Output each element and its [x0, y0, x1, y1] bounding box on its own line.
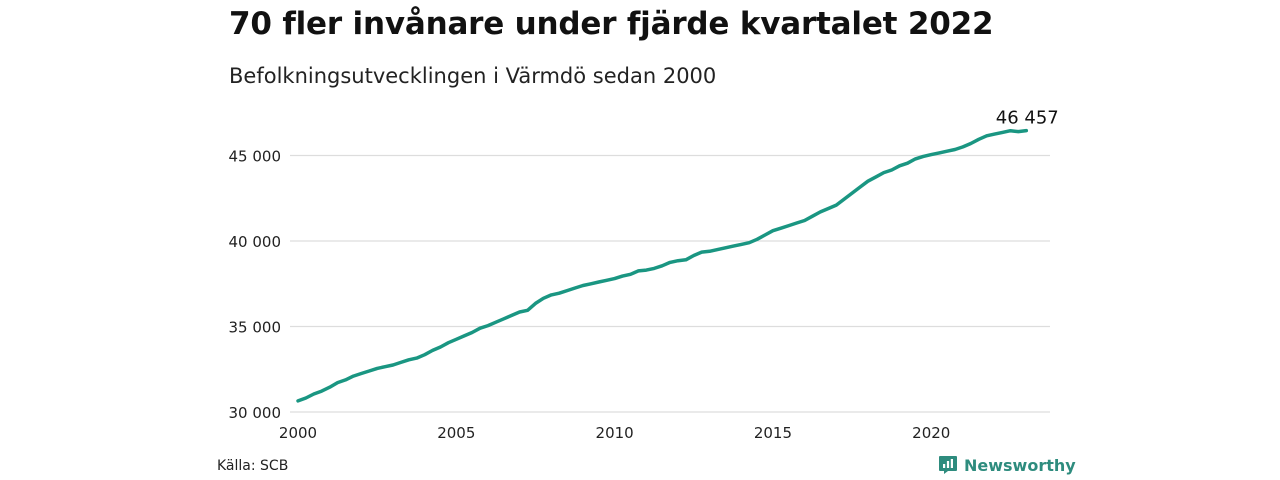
y-tick-label: 35 000: [229, 319, 282, 337]
chart-title: 70 fler invånare under fjärde kvartalet …: [229, 6, 994, 42]
grid-lines: [290, 154, 1050, 413]
y-tick-label: 30 000: [229, 404, 282, 422]
y-axis-ticks: 30 000 35 000 40 000 45 000: [229, 148, 282, 423]
x-axis-ticks: 2000 2005 2010 2015 2020: [279, 424, 950, 442]
x-tick-label: 2005: [437, 424, 475, 442]
source-note: Källa: SCB: [217, 458, 289, 474]
end-value-label: 46 457: [996, 108, 1059, 129]
y-tick-label: 40 000: [229, 233, 282, 251]
y-tick-label: 45 000: [229, 148, 282, 166]
brand-logo[interactable]: Newsworthy: [938, 455, 1076, 475]
series-layer: [296, 128, 1029, 403]
x-tick-label: 2000: [279, 424, 317, 442]
x-tick-label: 2020: [912, 424, 950, 442]
chart-subtitle: Befolkningsutvecklingen i Värmdö sedan 2…: [229, 64, 717, 88]
data-label-layer: 46 457: [996, 108, 1059, 129]
x-tick-label: 2015: [754, 424, 792, 442]
newsworthy-logo-icon: [939, 456, 957, 474]
x-tick-label: 2010: [596, 424, 634, 442]
brand-name: Newsworthy: [964, 455, 1076, 475]
series-line: [296, 128, 1029, 403]
